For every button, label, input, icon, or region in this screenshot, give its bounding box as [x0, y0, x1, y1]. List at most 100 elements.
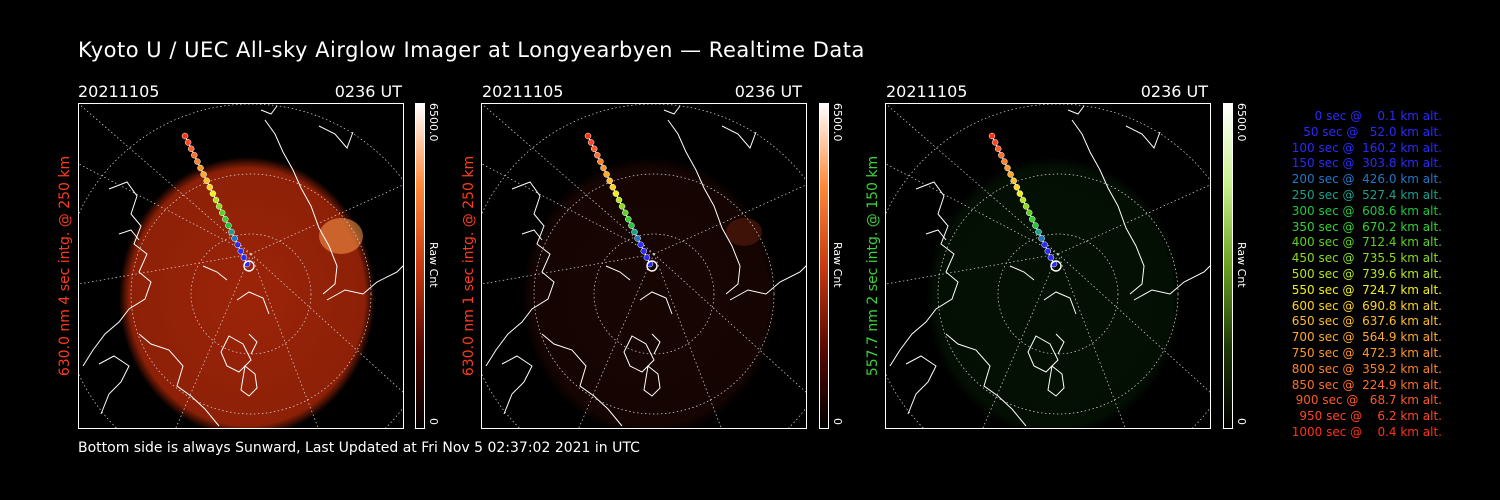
panel-2-map: [482, 104, 806, 428]
trajectory-point: [1025, 209, 1033, 217]
grid-line: [653, 184, 806, 255]
coastline: [945, 333, 1027, 427]
panel-2-date: 20211105: [482, 82, 564, 101]
legend-item: 500 sec @ 739.6 km alt.: [1287, 266, 1442, 281]
coastline: [643, 365, 661, 397]
grid-line: [482, 253, 655, 285]
grid-circle: [937, 173, 1179, 415]
coastline: [925, 229, 947, 241]
launch-site-marker: [243, 260, 255, 272]
trajectory-point: [994, 145, 1002, 153]
coastline: [485, 181, 555, 367]
trajectory-point: [631, 228, 638, 236]
grid-line: [250, 253, 403, 393]
coastline: [1043, 291, 1077, 315]
trajectory-point: [634, 235, 641, 242]
trajectory-point: [1019, 196, 1027, 204]
coastline: [240, 365, 258, 397]
trajectory-point: [200, 171, 207, 178]
legend-item: 150 sec @ 303.8 km alt.: [1287, 156, 1442, 171]
trajectory-point: [209, 190, 217, 197]
legend-item: 900 sec @ 68.7 km alt.: [1291, 393, 1442, 408]
coastline: [236, 291, 270, 315]
legend-item: 0 sec @ 0.1 km alt.: [1303, 109, 1442, 123]
grid-circle: [533, 173, 775, 415]
coastline: [220, 335, 252, 373]
panel-1-colorbar-min: 0: [427, 418, 440, 425]
coastline: [1027, 335, 1059, 373]
panel-3-map: [886, 104, 1210, 428]
panel-2-colorbar-min: 0: [831, 418, 844, 425]
coastline: [1047, 365, 1065, 397]
airglow-disk: [119, 157, 375, 428]
airglow-disk: [926, 157, 1182, 428]
trajectory-point: [640, 247, 648, 255]
trajectory-point: [998, 151, 1005, 159]
panel-3-colorbar: [1223, 103, 1233, 429]
trajectory-point: [222, 215, 229, 223]
grid-circle: [997, 233, 1119, 355]
coastline: [541, 333, 623, 427]
coastline: [1071, 119, 1145, 295]
grid-line: [653, 253, 722, 428]
trajectory-point: [618, 203, 626, 210]
legend-item: 100 sec @ 160.2 km alt.: [1287, 140, 1442, 155]
legend-item: 1000 sec @ 0.4 km alt.: [1291, 424, 1442, 439]
trajectory-point: [587, 139, 595, 146]
grid-circle: [190, 233, 312, 355]
legend-item: 550 sec @ 724.7 km alt.: [1287, 282, 1442, 297]
trajectory-point: [637, 241, 644, 249]
panel-1-ylabel: 630.0 nm 4 sec intg. @ 250 km: [57, 155, 73, 377]
grid-line: [653, 253, 806, 393]
legend-item: 250 sec @ 527.4 km alt.: [1287, 187, 1442, 202]
panel-2-time: 0236 UT: [734, 82, 802, 101]
panel-3-colorbar-max: 6500.0: [1235, 103, 1248, 142]
trajectory-point: [603, 171, 610, 178]
panel-3-time: 0236 UT: [1140, 82, 1208, 101]
trajectory-point: [225, 222, 232, 229]
trajectory-point: [187, 145, 195, 153]
coastline: [248, 333, 258, 355]
trajectory-point: [1013, 183, 1021, 191]
coastline: [623, 335, 655, 373]
legend-item: 450 sec @ 735.5 km alt.: [1287, 251, 1442, 266]
trajectory-point: [1022, 203, 1030, 210]
aurora-patch: [319, 218, 363, 254]
trajectory-point: [212, 196, 220, 204]
coastline: [318, 125, 354, 149]
coastline: [501, 355, 533, 415]
trajectory-point: [991, 139, 999, 146]
grid-line: [1057, 253, 1126, 428]
trajectory-point: [594, 151, 601, 159]
legend-item: 400 sec @ 712.4 km alt.: [1287, 235, 1442, 250]
trajectory-point: [1004, 164, 1011, 172]
coastline: [202, 265, 228, 281]
trajectory-point: [181, 132, 189, 140]
legend-item: 50 sec @ 52.0 km alt.: [1295, 124, 1442, 139]
trajectory-point: [203, 177, 210, 185]
coastline: [663, 105, 681, 115]
trajectory-point: [606, 177, 613, 185]
trajectory-point: [625, 215, 632, 223]
coastline: [721, 125, 757, 149]
trajectory-point: [237, 247, 245, 255]
legend-item: 300 sec @ 608.6 km alt.: [1287, 203, 1442, 218]
grid-line: [1057, 184, 1210, 255]
trajectory-point: [1001, 158, 1008, 165]
panel-2-image: [481, 103, 807, 429]
legend-item: 800 sec @ 359.2 km alt.: [1287, 361, 1442, 376]
grid-line: [886, 163, 1059, 255]
panel-1-map: [79, 104, 403, 428]
legend-item: 600 sec @ 690.8 km alt.: [1287, 298, 1442, 313]
panel-3-colorbar-unit: Raw Cnt: [1235, 242, 1248, 288]
coastline: [138, 333, 220, 427]
trajectory-point: [621, 209, 629, 217]
panel-1-image: [78, 103, 404, 429]
panel-1-colorbar: [415, 103, 425, 429]
trajectory-point: [643, 254, 651, 261]
trajectory-point: [194, 158, 201, 165]
trajectory-point: [1044, 247, 1052, 255]
panel-2-colorbar: [819, 103, 829, 429]
trajectory-point: [1038, 235, 1045, 242]
trajectory-point: [1047, 254, 1055, 261]
